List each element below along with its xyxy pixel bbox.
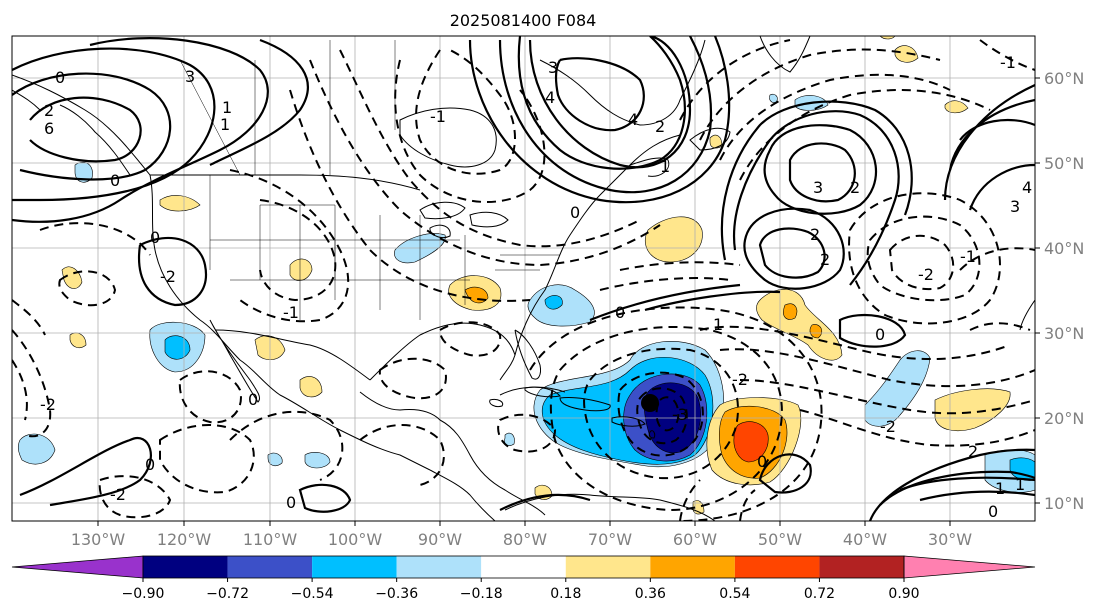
- lon-label: 130°W: [71, 530, 126, 549]
- lat-ticks: [1035, 77, 1040, 504]
- contour-label: 2: [820, 250, 830, 269]
- contour-label: 1: [995, 479, 1005, 498]
- colorbar-outline: [142, 555, 905, 579]
- contour-label: -2: [880, 417, 896, 436]
- colorbar-segment: [312, 556, 397, 578]
- lon-label: 40°W: [843, 530, 887, 549]
- map-panel: 0 3 1 0 2 6 4 3 2 4 1 0 -1 -2 0 2 3 -1 -…: [12, 36, 1035, 521]
- contour-label: -2: [918, 265, 934, 284]
- lon-label: 80°W: [503, 530, 547, 549]
- contour-label: -1: [283, 303, 299, 322]
- contour-label: 2: [968, 442, 978, 461]
- positive-anomaly-north: [756, 289, 843, 361]
- lon-label: 60°W: [673, 530, 717, 549]
- lon-label: 90°W: [418, 530, 462, 549]
- lon-label: 100°W: [328, 530, 383, 549]
- contour-label: 4: [1022, 178, 1032, 197]
- colorbar-tick-label: −0.36: [375, 586, 418, 602]
- colorbar-tick-label: 0.18: [550, 586, 581, 602]
- coastlines: [12, 36, 1035, 521]
- contour-label: 1: [220, 115, 230, 134]
- contour-lines: [12, 36, 1035, 521]
- lat-label: 10°N: [1044, 494, 1084, 513]
- contour-label: -1: [430, 107, 446, 126]
- contour-label: -2: [732, 370, 748, 389]
- contour-label: -2: [40, 395, 56, 414]
- contour-label: -3: [672, 405, 688, 424]
- colorbar-segment: [565, 556, 651, 578]
- colorbar-extend-max: [903, 555, 1036, 579]
- contour-label: -1: [1000, 53, 1016, 72]
- lon-labels: 130°W 120°W 110°W 100°W 90°W 80°W 70°W 6…: [71, 530, 972, 549]
- lat-label: 60°N: [1044, 69, 1084, 88]
- map-title: 2025081400 F084: [450, 11, 597, 30]
- contour-label: 0: [875, 325, 885, 344]
- lat-label: 40°N: [1044, 239, 1084, 258]
- lon-label: 120°W: [157, 530, 212, 549]
- contour-label: 4: [628, 110, 638, 129]
- contour-label: 3: [813, 178, 823, 197]
- contour-label: 0: [55, 68, 65, 87]
- contour-label: 0: [615, 303, 625, 322]
- contour-label: 4: [545, 88, 555, 107]
- contour-label: 0: [570, 203, 580, 222]
- colorbar-tick-label: 0.72: [804, 586, 835, 602]
- contour-label: 0: [286, 493, 296, 512]
- colorbar-segment: [734, 556, 820, 578]
- colorbar-tick-label: −0.18: [460, 586, 503, 602]
- contour-label: 0: [757, 452, 767, 471]
- contour-label: 2: [655, 117, 665, 136]
- contour-label: 0: [248, 390, 258, 409]
- storm-center-marker: [641, 394, 659, 412]
- contour-label: 0: [145, 455, 155, 474]
- contour-label: 1: [1015, 475, 1025, 494]
- contour-label: 2: [44, 101, 54, 120]
- lon-label: 50°W: [758, 530, 802, 549]
- contour-label: 1: [713, 315, 723, 334]
- colorbar-segment: [650, 556, 735, 578]
- contour-label: 0: [110, 171, 120, 190]
- contour-label: 2: [810, 225, 820, 244]
- colorbar-tick-label: −0.72: [206, 586, 249, 602]
- contour-label: 0: [150, 228, 160, 247]
- colorbar-segment: [143, 556, 228, 578]
- colorbar-tick-label: 0.90: [888, 586, 919, 602]
- contour-labels: 0 3 1 0 2 6 4 3 2 4 1 0 -1 -2 0 2 3 -1 -…: [40, 53, 1032, 521]
- lon-label: 110°W: [243, 530, 298, 549]
- contour-label: 1: [222, 98, 232, 117]
- contour-label: 6: [44, 119, 54, 138]
- contour-label: 1: [660, 157, 670, 176]
- lat-labels: 60°N 50°N 40°N 30°N 20°N 10°N: [1044, 69, 1084, 513]
- lat-label: 50°N: [1044, 154, 1084, 173]
- contour-label: 3: [548, 58, 558, 77]
- lat-label: 30°N: [1044, 324, 1084, 343]
- colorbar-tick-label: 0.54: [719, 586, 750, 602]
- colorbar-tick-label: −0.90: [122, 586, 165, 602]
- colorbar-tick-label: −0.54: [291, 586, 334, 602]
- colorbar-segment: [227, 556, 313, 578]
- lon-label: 30°W: [928, 530, 972, 549]
- lon-ticks: [97, 521, 951, 526]
- contour-label: -2: [160, 267, 176, 286]
- colorbar-segment: [481, 556, 566, 578]
- contour-label: 3: [185, 67, 195, 86]
- lon-label: 70°W: [588, 530, 632, 549]
- contour-label: 3: [1010, 197, 1020, 216]
- political-borders: [179, 40, 560, 320]
- colorbar-segment: [396, 556, 482, 578]
- contour-label: 2: [850, 178, 860, 197]
- contour-label: 0: [988, 502, 998, 521]
- contour-label: -2: [110, 485, 126, 504]
- colorbar-extend-min: [11, 555, 144, 579]
- colorbar-tick-label: 0.36: [635, 586, 666, 602]
- colorbar-segment: [819, 556, 904, 578]
- contour-label: -1: [960, 247, 976, 266]
- colorbar: −0.90 −0.72 −0.54 −0.36 −0.18 0.18 0.36 0.54 0.7…: [11, 555, 1036, 602]
- map-frame: [11, 35, 1036, 522]
- lat-label: 20°N: [1044, 409, 1084, 428]
- shaded-anomaly-fields: [17, 36, 1035, 515]
